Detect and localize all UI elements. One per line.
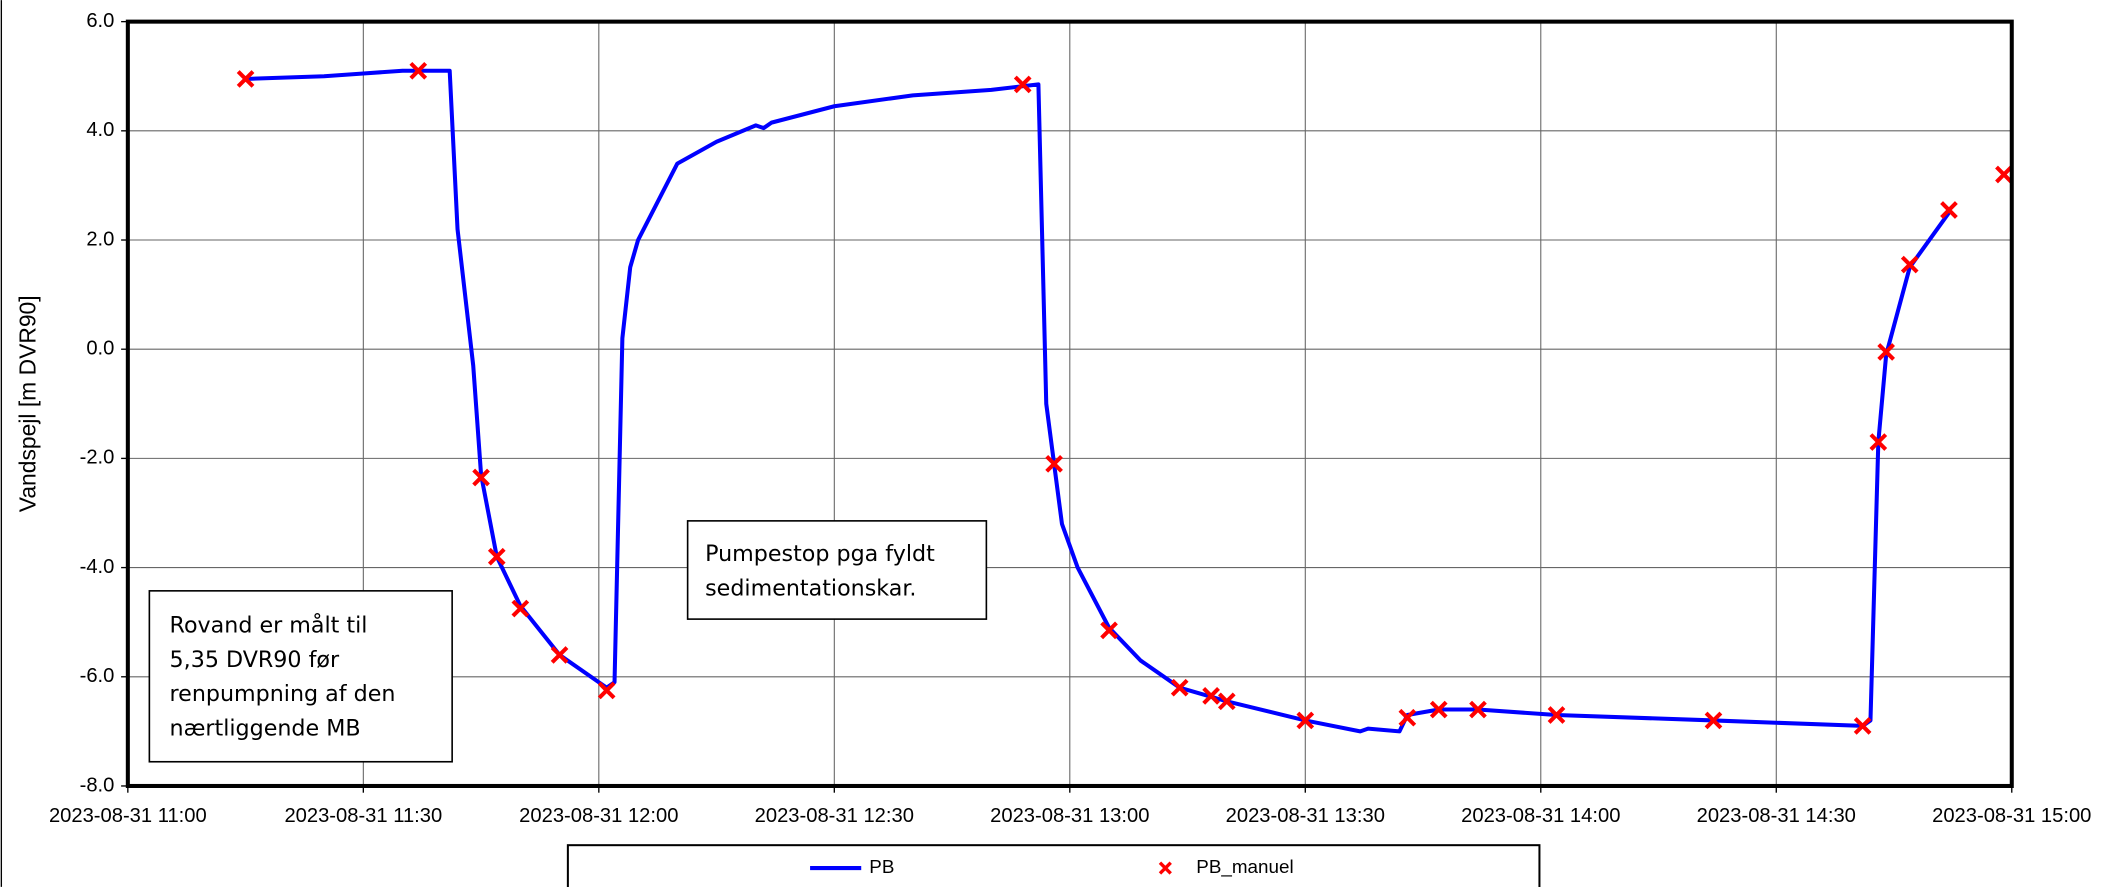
data-marker <box>1045 455 1063 473</box>
x-tick-label: 2023-08-31 14:00 <box>1461 805 1620 827</box>
data-marker <box>1429 700 1448 719</box>
y-tick-label: 4.0 <box>86 119 114 141</box>
legend-box <box>566 844 1541 887</box>
annotation-text: 5,35 DVR90 før <box>170 647 340 673</box>
y-tick-label: -6.0 <box>80 665 115 687</box>
annotation-text: Rovand er målt til <box>170 611 368 639</box>
data-marker <box>1900 255 1919 274</box>
y-tick-label: 6.0 <box>86 10 114 32</box>
data-marker <box>1995 165 2013 184</box>
annotation-text: nærtliggende MB <box>170 716 361 742</box>
data-marker <box>1704 711 1723 730</box>
y-tick-label: -8.0 <box>80 774 115 796</box>
x-tick-label: 2023-08-31 15:00 <box>1932 805 2091 827</box>
annotation-text: renpumpning af den <box>170 681 396 707</box>
data-line <box>245 68 1951 734</box>
data-marker <box>511 599 530 618</box>
x-tick-label: 2023-08-31 11:00 <box>49 805 207 827</box>
x-tick-label: 2023-08-31 11:30 <box>284 805 442 827</box>
data-marker <box>1469 700 1487 719</box>
data-marker <box>236 70 255 88</box>
y-tick-label: -2.0 <box>80 447 115 469</box>
annotation-text: Pumpestop pga fyldt <box>705 541 935 567</box>
legend-label: PB <box>869 856 894 877</box>
data-marker <box>1296 711 1315 730</box>
data-marker <box>1877 343 1896 361</box>
data-marker <box>597 681 616 700</box>
y-tick-label: -4.0 <box>80 556 115 578</box>
x-tick-label: 2023-08-31 13:00 <box>990 805 1149 827</box>
data-marker <box>1100 621 1118 640</box>
y-tick-label: 2.0 <box>86 228 114 250</box>
data-marker <box>487 547 506 566</box>
annotation-box <box>686 520 988 620</box>
data-marker <box>1853 717 1872 735</box>
legend-label: PB_manuel <box>1196 856 1293 878</box>
annotation-text: sedimentationskar. <box>705 576 916 602</box>
x-tick-label: 2023-08-31 14:30 <box>1697 805 1856 827</box>
data-marker <box>1398 708 1417 727</box>
data-marker <box>1940 201 1958 219</box>
plot-border <box>125 19 2014 788</box>
data-marker <box>1217 692 1236 711</box>
data-marker <box>1202 687 1220 705</box>
data-marker <box>1869 433 1888 451</box>
x-tick-label: 2023-08-31 12:00 <box>519 805 678 827</box>
data-marker <box>409 61 428 80</box>
data-marker <box>1013 75 1032 94</box>
data-marker <box>550 646 569 664</box>
data-marker <box>1547 706 1566 724</box>
y-tick-label: 0.0 <box>86 338 114 360</box>
data-marker <box>1170 678 1189 697</box>
y-axis-label: Vandspejl [m DVR90] <box>15 295 41 512</box>
annotation-box <box>148 590 453 763</box>
x-tick-label: 2023-08-31 13:30 <box>1226 805 1385 827</box>
data-marker <box>472 468 490 487</box>
x-tick-label: 2023-08-31 12:30 <box>755 805 914 827</box>
legend-swatch <box>1158 861 1172 875</box>
